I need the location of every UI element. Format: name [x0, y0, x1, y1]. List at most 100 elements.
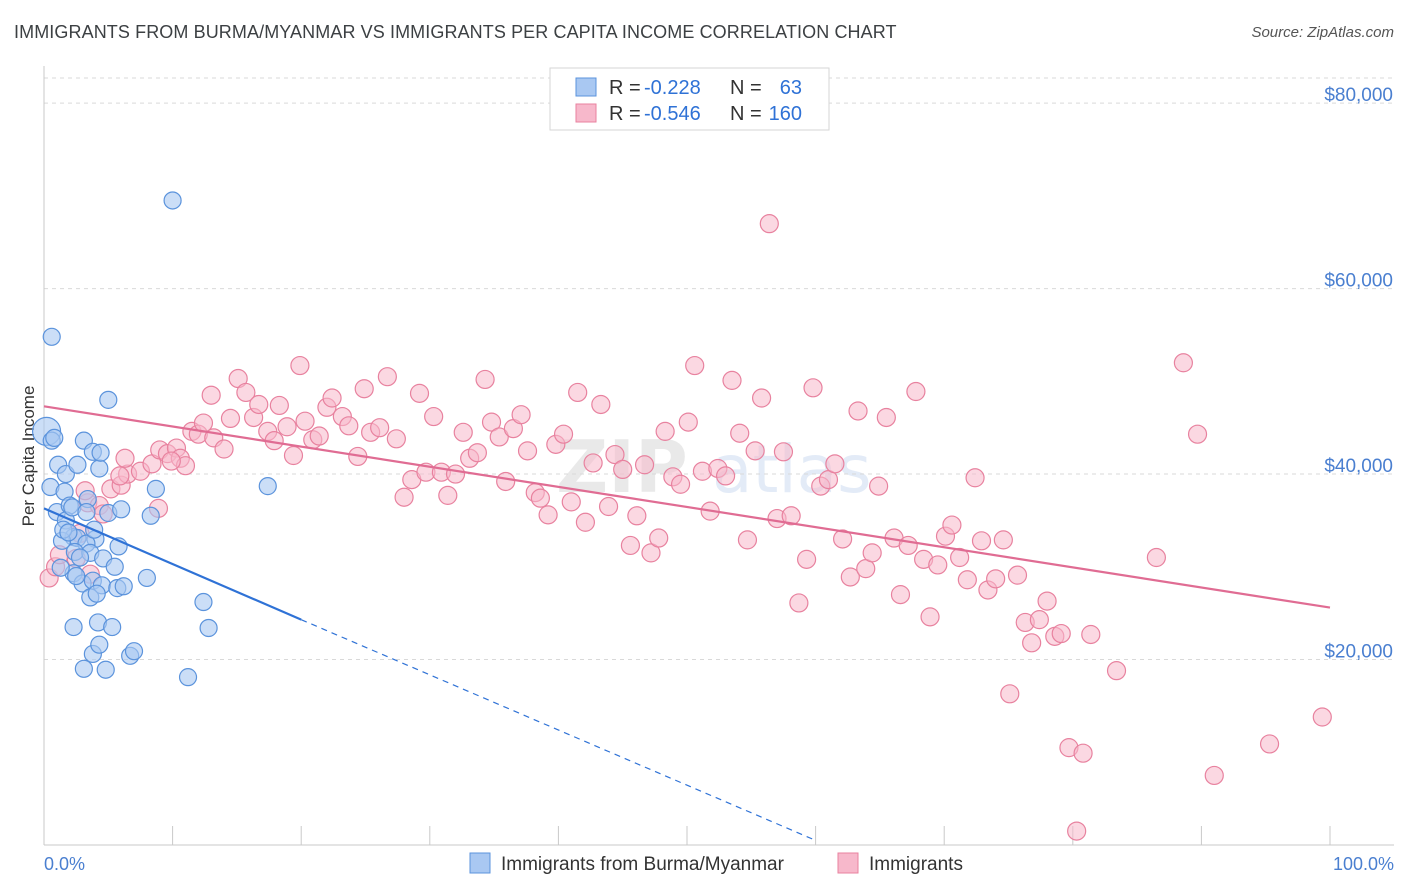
immigrants-point: [517, 441, 538, 461]
burma-point: [42, 327, 61, 346]
immigrants-point: [568, 382, 588, 403]
burma-point: [146, 479, 165, 498]
immigrants-point: [993, 530, 1013, 550]
chart-source: Source: ZipAtlas.com: [1251, 24, 1394, 41]
immigrants-point: [553, 424, 574, 444]
immigrants-point: [685, 355, 705, 376]
immigrants-point: [445, 464, 466, 484]
y-axis-label: Per Capita Income: [19, 386, 38, 527]
immigrants-point: [269, 395, 289, 416]
immigrants-point: [236, 382, 256, 403]
immigrants-point: [715, 466, 736, 486]
burma-point: [137, 568, 156, 588]
legend-n-label-2: N =: [730, 103, 762, 125]
immigrants-point: [511, 405, 531, 425]
legend-n-label-1: N =: [730, 77, 762, 99]
series-legend-label-burma: Immigrants from Burma/Myanmar: [501, 854, 785, 875]
burma-trend-line: [43, 507, 302, 621]
immigrants-point: [627, 506, 647, 526]
immigrants-point: [496, 471, 516, 492]
y-tick-label: $60,000: [1324, 271, 1393, 292]
immigrants-point: [1259, 734, 1280, 754]
y-tick-label: $40,000: [1324, 456, 1393, 477]
stats-legend: R = -0.228 N = 63 R = -0.546 N = 160: [549, 67, 830, 131]
immigrants-point: [1051, 623, 1071, 644]
immigrants-point: [394, 487, 414, 507]
y-tick-labels: $20,000 $40,000 $60,000 $80,000: [1324, 85, 1393, 662]
burma-point: [91, 443, 110, 462]
immigrants-point: [214, 439, 234, 459]
legend-r-label-1: R =: [609, 77, 641, 99]
burma-point: [99, 390, 118, 409]
immigrants-point: [950, 547, 970, 568]
x-tick-label-start: 0.0%: [44, 854, 85, 874]
burma-point: [141, 506, 160, 525]
immigrants-point: [737, 530, 758, 550]
immigrants-point: [971, 531, 992, 551]
immigrants-point: [613, 459, 633, 480]
watermark-atlas: atlas: [712, 431, 872, 508]
burma-point: [90, 635, 109, 654]
immigrants-point: [655, 421, 675, 441]
burma-points: [31, 191, 277, 687]
series-legend: Immigrants from Burma/Myanmar Immigrants: [469, 852, 963, 875]
immigrants-point: [1029, 610, 1049, 630]
immigrants-point: [575, 512, 596, 532]
immigrants-point: [730, 423, 750, 443]
immigrants-point: [591, 394, 611, 415]
immigrants-point: [283, 445, 304, 466]
burma-point: [96, 660, 115, 679]
immigrants-point: [295, 411, 315, 431]
immigrants-point: [678, 412, 698, 432]
immigrants-point: [869, 476, 889, 496]
immigrants-point: [598, 496, 619, 517]
burma-point: [194, 592, 213, 612]
x-tick-marks: [43, 826, 1331, 845]
burma-point: [199, 618, 218, 638]
immigrants-point: [722, 370, 742, 390]
immigrants-point: [1067, 821, 1087, 841]
burma-point: [67, 566, 86, 586]
burma-point: [114, 577, 133, 596]
immigrants-point: [354, 379, 374, 399]
burma-trend-extension: [300, 619, 816, 841]
burma-point: [87, 584, 106, 603]
immigrants-point: [833, 529, 853, 549]
immigrants-point: [538, 505, 558, 525]
legend-n-value-2: 160: [769, 103, 802, 125]
immigrants-point: [1000, 684, 1020, 704]
immigrants-point: [467, 443, 487, 463]
immigrants-point: [386, 429, 406, 449]
immigrants-point: [220, 408, 241, 429]
immigrants-point: [670, 474, 691, 494]
trend-lines: [43, 405, 1331, 841]
immigrants-point: [277, 417, 297, 437]
immigrants-trend-line: [43, 405, 1331, 609]
y-tick-label: $80,000: [1324, 85, 1393, 106]
immigrants-point: [115, 448, 135, 468]
immigrants-point: [605, 444, 625, 465]
immigrants-point: [1081, 624, 1101, 645]
series-legend-swatch-pink: [837, 852, 859, 874]
burma-point: [112, 500, 131, 519]
immigrants-point: [634, 455, 655, 475]
immigrants-point: [1146, 547, 1166, 568]
immigrants-point: [249, 394, 269, 415]
immigrants-point: [110, 466, 130, 486]
legend-r-value-2: -0.546: [644, 103, 701, 125]
immigrants-point: [161, 451, 181, 471]
immigrants-point: [773, 442, 794, 462]
immigrants-point: [649, 528, 669, 548]
gridlines: [44, 77, 1394, 661]
burma-point: [74, 659, 93, 678]
immigrants-point: [1204, 765, 1224, 786]
immigrants-point: [928, 555, 948, 575]
immigrants-point: [986, 569, 1006, 589]
immigrants-point: [759, 214, 779, 234]
immigrants-point: [641, 543, 661, 563]
burma-point: [51, 558, 70, 577]
y-tick-label: $20,000: [1324, 642, 1393, 663]
immigrants-point: [898, 535, 918, 556]
immigrants-point: [370, 418, 390, 438]
burma-point: [45, 428, 64, 447]
